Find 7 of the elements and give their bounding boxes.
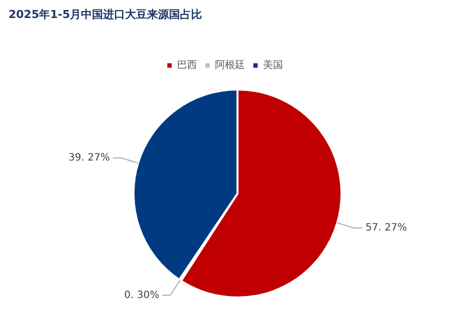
data-label: 39. 27% (68, 152, 110, 164)
data-label: 0. 30% (124, 290, 160, 301)
chart-title: 2025年1-5月中国进口大豆来源国占比 (8, 8, 202, 21)
legend-label: 阿根廷 (215, 58, 245, 72)
data-label: 57. 27% (366, 222, 407, 234)
legend-label: 巴西 (177, 59, 197, 72)
legend-label: 美国 (263, 58, 283, 72)
